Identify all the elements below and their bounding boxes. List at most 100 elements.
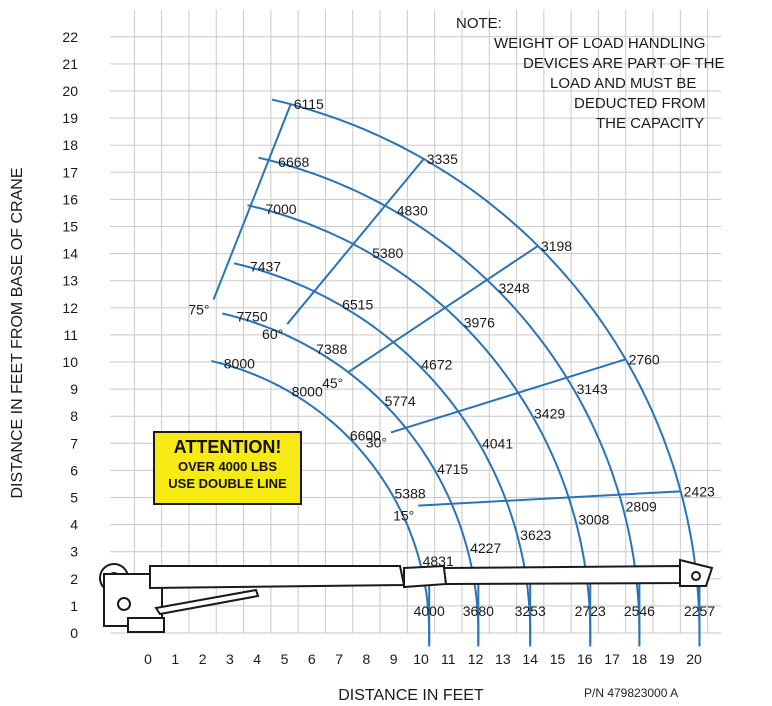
- capacity-label: 4041: [482, 435, 513, 451]
- boom-section-3: [442, 564, 686, 586]
- y-tick-label: 21: [62, 56, 78, 72]
- capacity-label: 8000: [292, 383, 323, 399]
- x-axis-ticks: 0 1 2 3 4 5 6 7 8 9 10 11 12 13 14 15 16 17 18 19 20: [144, 651, 702, 667]
- x-tick-label: 20: [686, 651, 702, 667]
- x-tick-label: 14: [522, 651, 538, 667]
- capacity-arc: [258, 156, 641, 644]
- x-tick-label: 10: [413, 651, 429, 667]
- capacity-label: 4672: [421, 357, 452, 373]
- boom-angle-ray: [418, 490, 681, 507]
- boom-section-2: [403, 564, 448, 589]
- attention-line-1: OVER 4000 LBS: [178, 459, 277, 474]
- boom-angle-ray: [390, 358, 626, 434]
- capacity-label: 4830: [397, 203, 428, 219]
- y-tick-label: 22: [62, 29, 78, 45]
- attention-title: ATTENTION!: [173, 437, 282, 457]
- x-tick-label: 1: [171, 651, 179, 667]
- note-line-6: THE CAPACITY: [596, 115, 705, 132]
- part-number: P/N 479823000 A: [584, 686, 679, 700]
- note-line-3: DEVICES ARE PART OF THE: [523, 55, 725, 72]
- y-tick-label: 16: [62, 191, 78, 207]
- y-tick-label: 20: [62, 83, 78, 99]
- note-line-1: NOTE:: [456, 15, 502, 32]
- angle-label: 15°: [393, 508, 414, 524]
- x-tick-label: 12: [468, 651, 484, 667]
- boom-tip-sheave: [691, 571, 701, 581]
- y-tick-label: 9: [70, 381, 78, 397]
- capacity-label: 7437: [250, 259, 281, 275]
- capacity-label: 4227: [470, 540, 501, 556]
- capacity-label: 2809: [626, 499, 657, 515]
- capacity-label: 4831: [423, 553, 454, 569]
- capacity-label: 7388: [316, 341, 347, 357]
- x-tick-label: 17: [604, 651, 620, 667]
- capacity-arc: [222, 312, 480, 644]
- angle-label: 45°: [322, 375, 343, 391]
- y-tick-label: 19: [62, 110, 78, 126]
- x-tick-label: 16: [577, 651, 593, 667]
- capacity-label: 6115: [294, 96, 324, 112]
- capacity-horizontal: 3253: [515, 603, 546, 619]
- x-tick-label: 8: [363, 651, 371, 667]
- crane-boom-illustration: [99, 558, 714, 633]
- y-tick-label: 0: [70, 625, 78, 641]
- hydraulic-cylinder: [154, 588, 260, 616]
- y-tick-label: 3: [70, 544, 78, 560]
- attention-box: ATTENTION! OVER 4000 LBS USE DOUBLE LINE: [153, 431, 302, 505]
- capacity-label: 3143: [577, 381, 608, 397]
- x-tick-label: 6: [308, 651, 316, 667]
- y-tick-label: 2: [70, 571, 78, 587]
- x-tick-label: 3: [226, 651, 234, 667]
- y-tick-label: 7: [70, 435, 78, 451]
- capacity-note: NOTE: WEIGHT OF LOAD HANDLING DEVICES AR…: [456, 14, 756, 134]
- y-tick-label: 17: [62, 164, 78, 180]
- y-tick-label: 15: [62, 219, 78, 235]
- capacity-arc: [233, 262, 532, 644]
- y-tick-label: 5: [70, 490, 78, 506]
- capacity-label: 2423: [684, 483, 715, 499]
- y-tick-label: 6: [70, 462, 78, 478]
- capacity-arcs: [211, 98, 701, 647]
- x-tick-label: 19: [659, 651, 675, 667]
- capacity-label: 3976: [464, 315, 495, 331]
- y-tick-label: 12: [62, 300, 78, 316]
- y-tick-label: 18: [62, 137, 78, 153]
- capacity-label: 7000: [265, 201, 296, 217]
- capacity-label: 5774: [385, 393, 416, 409]
- crane-pedestal: [127, 617, 165, 633]
- capacity-labels: 4000 4831 5388 6600 8000 8000 3680 4227 4715 5774…: [224, 96, 715, 619]
- note-line-5: DEDUCTED FROM: [574, 95, 706, 112]
- y-tick-label: 11: [63, 327, 78, 343]
- capacity-label: 6600: [350, 428, 381, 444]
- capacity-label: 3623: [520, 527, 551, 543]
- y-tick-label: 13: [62, 273, 78, 289]
- boom-section-1: [149, 565, 406, 590]
- x-tick-label: 5: [281, 651, 289, 667]
- capacity-label: 3198: [541, 238, 572, 254]
- y-tick-label: 10: [62, 354, 78, 370]
- note-line-4: LOAD AND MUST BE: [550, 75, 697, 92]
- x-tick-label: 2: [199, 651, 207, 667]
- capacity-label: 2760: [629, 351, 660, 367]
- x-tick-label: 11: [441, 651, 456, 667]
- x-tick-label: 0: [144, 651, 152, 667]
- x-tick-label: 9: [390, 651, 398, 667]
- capacity-label: 6668: [278, 154, 309, 170]
- capacity-label: 3335: [427, 151, 458, 167]
- capacity-horizontal: 2257: [684, 603, 715, 619]
- capacity-horizontal: 2723: [575, 603, 606, 619]
- capacity-label: 8000: [224, 355, 255, 371]
- x-axis-title: DISTANCE IN FEET: [338, 687, 484, 704]
- y-tick-label: 14: [62, 246, 78, 262]
- capacity-label: 5388: [395, 485, 426, 501]
- capacity-label: 5380: [372, 245, 403, 261]
- boom-angle-ray: [212, 103, 292, 301]
- angle-label: 60°: [262, 326, 283, 342]
- y-axis-title: DISTANCE IN FEET FROM BASE OF CRANE: [9, 168, 26, 499]
- x-tick-label: 4: [253, 651, 261, 667]
- crane-pivot: [117, 597, 131, 611]
- boom-angle-ray: [346, 245, 539, 374]
- x-tick-label: 13: [495, 651, 511, 667]
